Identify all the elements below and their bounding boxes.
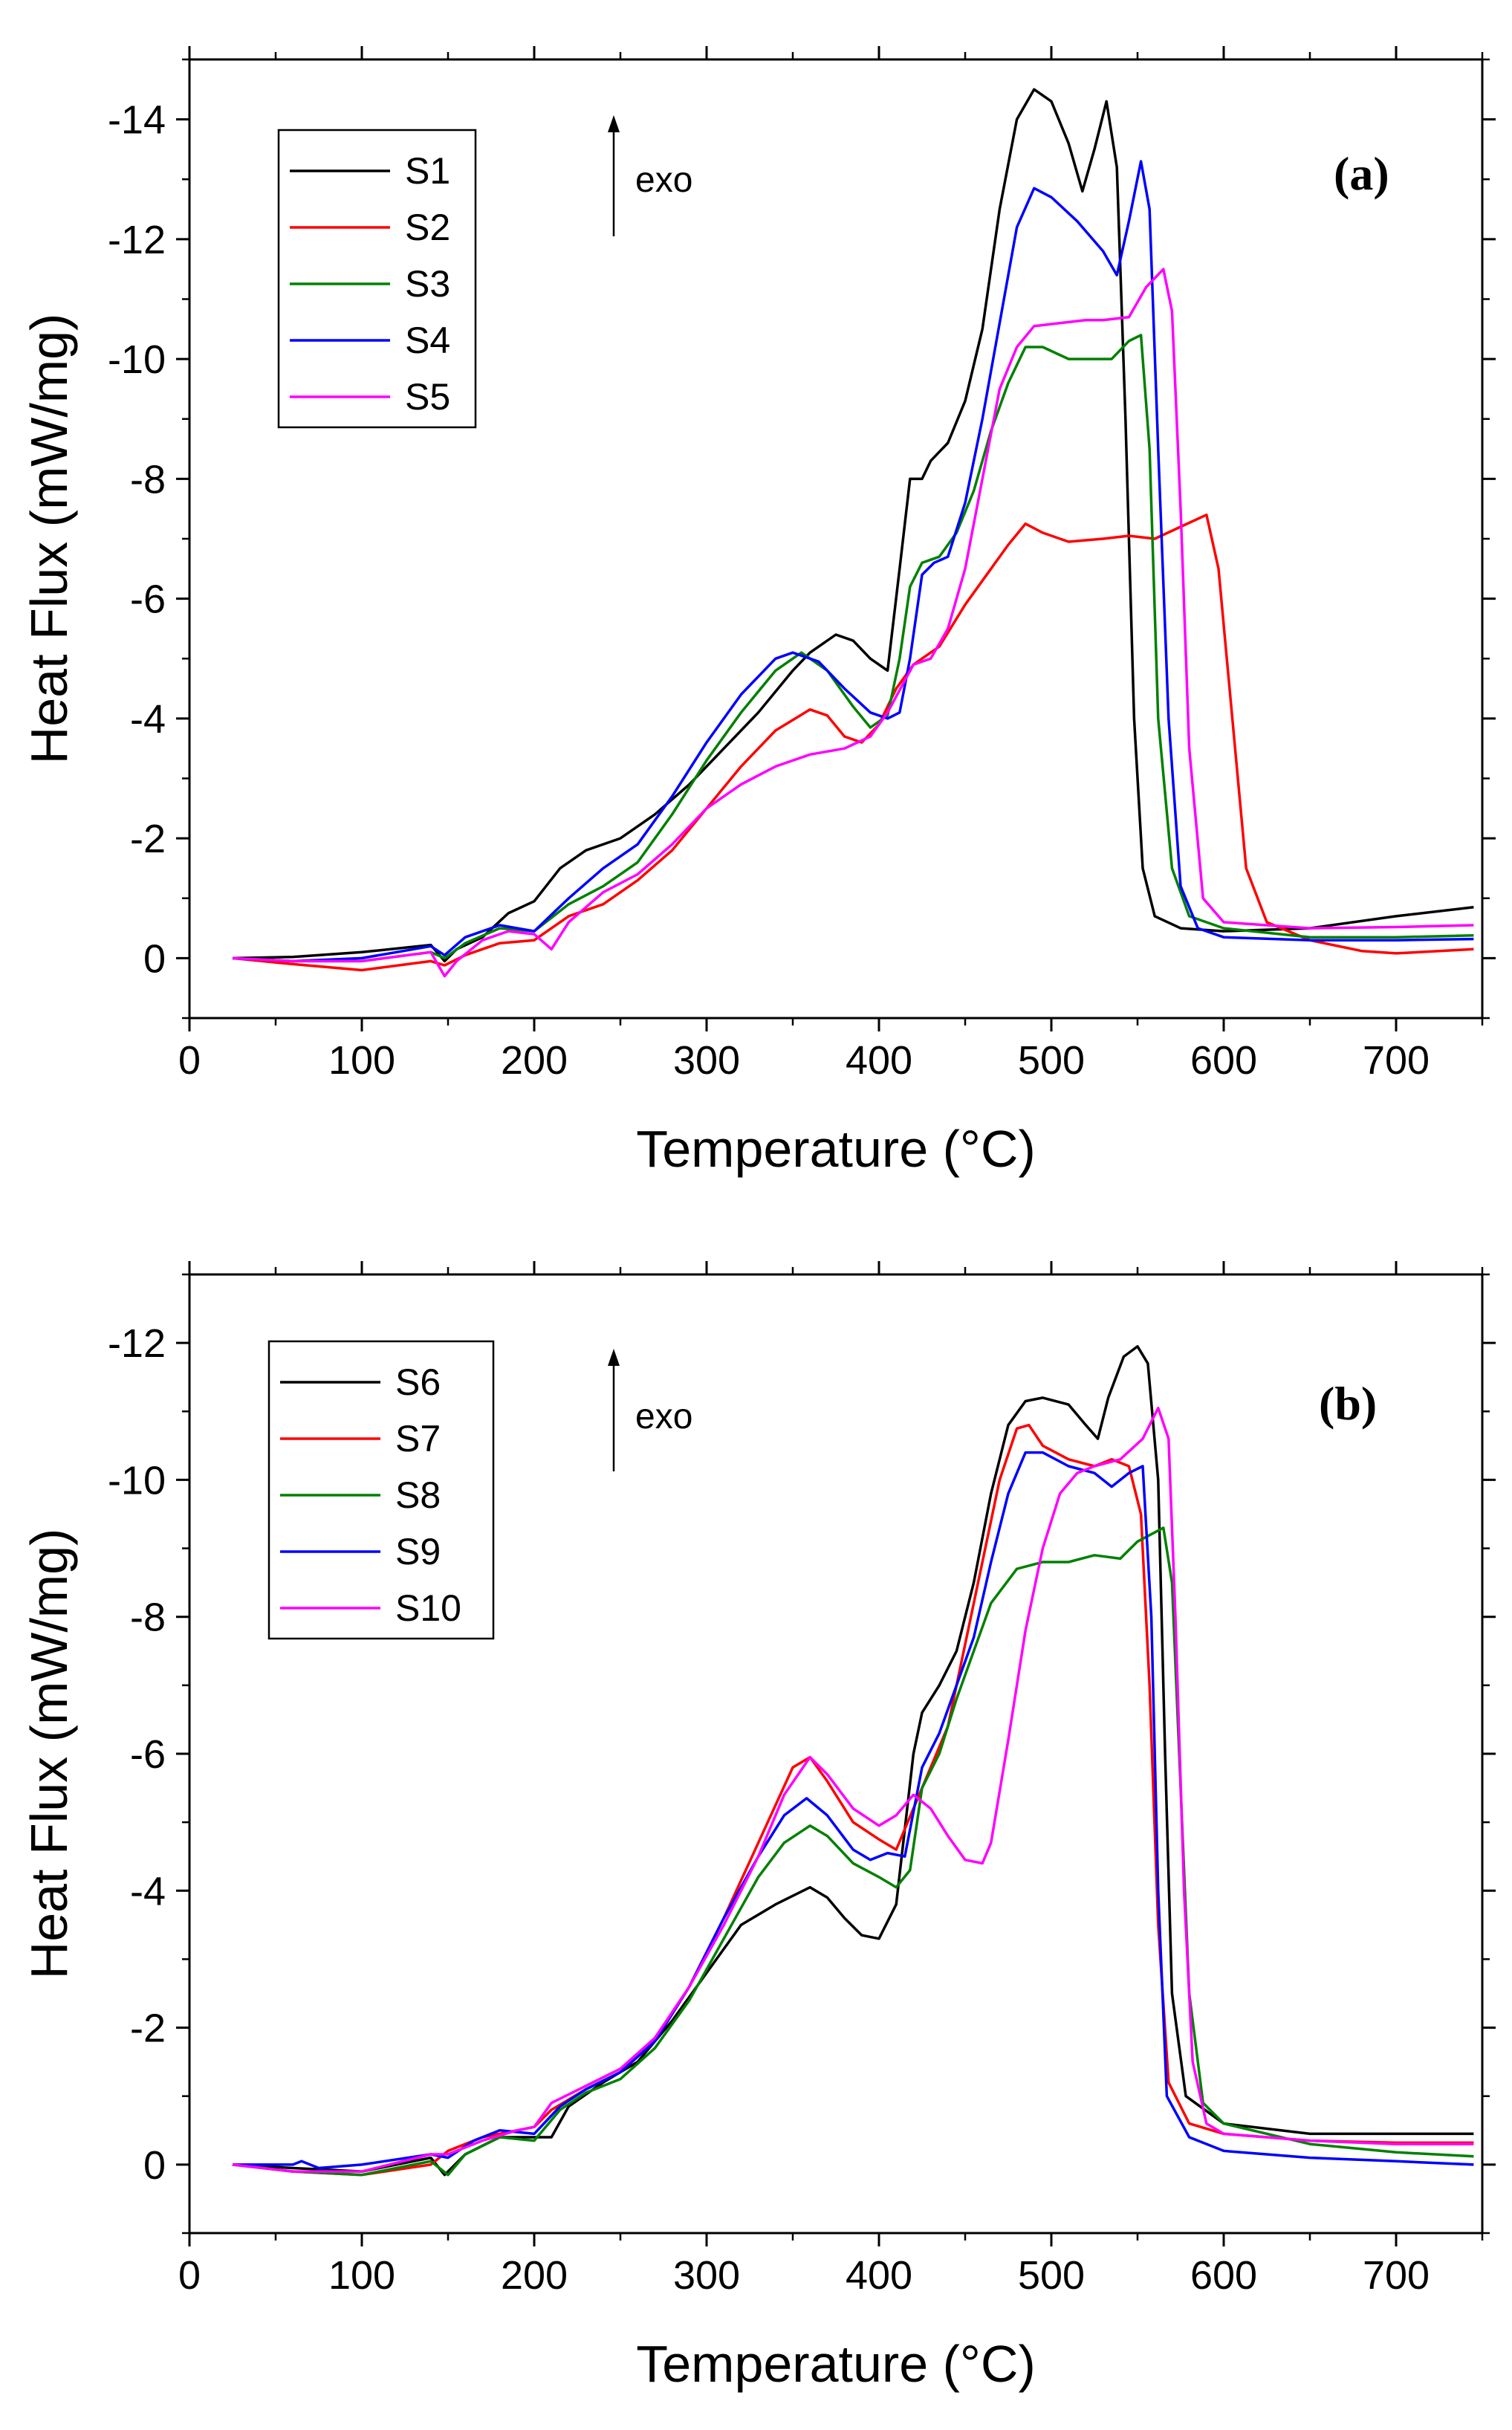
x-tick-label: 600 — [1190, 2253, 1257, 2298]
y-tick-label: -12 — [108, 1321, 166, 1366]
x-tick-label: 200 — [501, 2253, 568, 2298]
y-tick-label: -2 — [130, 817, 166, 861]
x-tick-label: 300 — [673, 1038, 740, 1083]
x-tick-label: 100 — [328, 1038, 395, 1083]
x-tick-label: 400 — [846, 2253, 912, 2298]
legend: S1 S2 S3 S4 S5 — [277, 129, 477, 429]
series-line-s5 — [232, 268, 1474, 978]
series-line-s1 — [232, 88, 1474, 963]
y-axis-label: Heat Flux (mW/mg) — [20, 1529, 78, 1980]
y-tick-label: -14 — [108, 98, 166, 143]
legend-label: S8 — [395, 1474, 441, 1516]
y-tick-label: -4 — [130, 697, 166, 742]
series-line-s6 — [232, 1345, 1474, 2177]
x-tick-label: 700 — [1363, 2253, 1430, 2298]
x-tick-label: 200 — [501, 1038, 568, 1083]
legend-label: S5 — [405, 376, 450, 418]
legend-label: S7 — [395, 1418, 441, 1459]
x-tick-label: 600 — [1190, 1038, 1257, 1083]
y-tick-label: -8 — [130, 1595, 166, 1640]
y-tick-label: -10 — [108, 337, 166, 382]
axes-ticks: 0 100 200 300 400 500 600 700 0 -2 -4 -6 -8 -10 -12 — [108, 1261, 1496, 2298]
x-tick-label: 300 — [673, 2253, 740, 2298]
y-tick-label: -12 — [108, 218, 166, 262]
legend-label: S2 — [405, 207, 450, 248]
y-tick-label: -6 — [130, 577, 166, 622]
exo-annotation: exo — [635, 161, 692, 200]
exo-arrowhead — [608, 115, 620, 132]
y-tick-label: 0 — [143, 936, 166, 981]
x-axis-label: Temperature (°C) — [636, 1120, 1036, 1178]
series-line-s8 — [232, 1526, 1474, 2177]
x-tick-label: 500 — [1018, 2253, 1085, 2298]
legend-label: S9 — [395, 1531, 441, 1572]
legend-label: S6 — [395, 1361, 441, 1403]
series-line-s4 — [232, 160, 1474, 963]
series-line-s9 — [233, 1451, 1474, 2170]
legend-label: S4 — [405, 320, 450, 361]
legend-label: S3 — [405, 263, 450, 305]
legend-label: S1 — [405, 150, 450, 192]
x-tick-label: 500 — [1018, 1038, 1085, 1083]
panel-label: (a) — [1334, 147, 1389, 200]
series-lines — [232, 1345, 1474, 2177]
exo-annotation: exo — [635, 1397, 692, 1436]
legend-box — [277, 129, 477, 429]
x-tick-label: 0 — [178, 2253, 201, 2298]
x-tick-label: 400 — [846, 1038, 912, 1083]
x-axis-label: Temperature (°C) — [636, 2335, 1036, 2393]
y-tick-label: -2 — [130, 2006, 166, 2051]
axes-ticks: 0 100 200 300 400 500 600 700 0 -2 -4 -6 -8 -10 -12 -14 — [108, 46, 1496, 1083]
series-line-s10 — [232, 1406, 1474, 2173]
y-tick-label: -10 — [108, 1458, 166, 1503]
legend-label: S10 — [395, 1587, 461, 1629]
series-line-s2 — [232, 513, 1474, 972]
panel-label: (b) — [1319, 1377, 1377, 1430]
y-tick-label: -6 — [130, 1732, 166, 1777]
legend: S6 S7 S8 S9 S10 — [267, 1340, 495, 1640]
series-lines — [232, 88, 1474, 978]
chart-panel-a: 0 100 200 300 400 500 600 700 0 -2 -4 -6 -8 -10 -12 -14… — [20, 46, 1496, 1178]
chart-panel-b: 0 100 200 300 400 500 600 700 0 -2 -4 -6 -8 -10 -12 (b… — [20, 1261, 1496, 2393]
series-line-s3 — [232, 334, 1474, 963]
y-tick-label: -4 — [130, 1869, 166, 1914]
x-tick-label: 700 — [1363, 1038, 1430, 1083]
y-tick-label: 0 — [143, 2143, 166, 2188]
legend-box — [267, 1340, 495, 1640]
x-tick-label: 0 — [178, 1038, 201, 1083]
y-axis-label: Heat Flux (mW/mg) — [20, 314, 78, 765]
y-tick-label: -8 — [130, 457, 166, 502]
x-tick-label: 100 — [328, 2253, 395, 2298]
exo-arrowhead — [608, 1349, 620, 1366]
